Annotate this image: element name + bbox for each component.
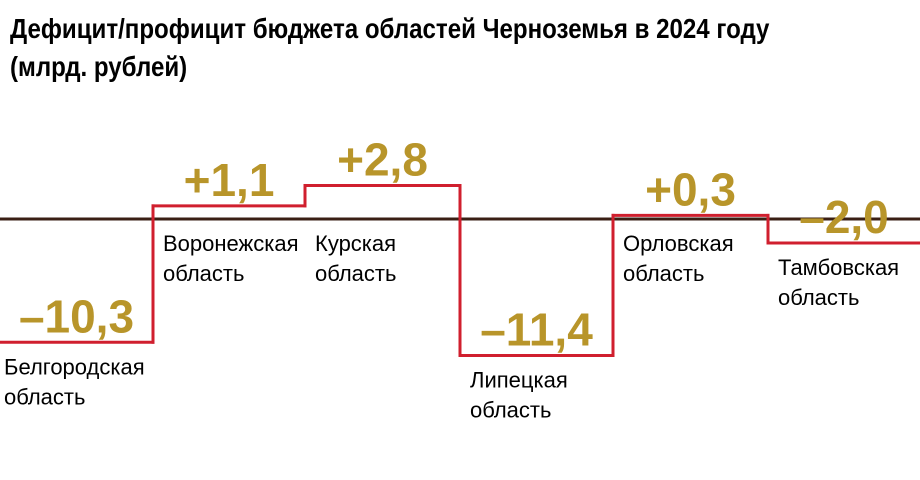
category-label-line: Воронежская [163,231,299,256]
category-label-line: Тамбовская [778,255,899,280]
category-label-line: Курская [315,231,396,256]
category-label-line: область [623,261,704,286]
category-label-line: область [778,285,859,310]
value-label-2: +1,1 [184,154,275,206]
chart-title: Дефицит/профицит бюджета областей Черноз… [10,10,784,86]
value-label-6: –2,0 [799,191,889,243]
category-label-3: Курская область [315,231,396,286]
category-label-6: Тамбовская область [778,255,899,310]
category-label-line: Липецкая [470,367,568,392]
category-label-line: область [315,261,396,286]
category-label-line: Орловская [623,231,734,256]
category-label-line: Белгородская [4,354,145,379]
category-label-5: Орловская область [623,231,734,286]
value-label-1: –10,3 [19,290,134,342]
chart-title-line-2: (млрд. рублей) [10,51,188,82]
value-label-3: +2,8 [337,133,428,185]
category-label-line: область [4,384,85,409]
category-label-line: область [470,397,551,422]
category-label-line: область [163,261,244,286]
category-label-2: Воронежская область [163,231,299,286]
value-label-5: +0,3 [645,163,736,215]
chart-title-line-1: Дефицит/профицит бюджета областей Черноз… [10,13,770,44]
category-label-1: Белгородская область [4,354,145,409]
value-label-4: –11,4 [480,303,593,355]
category-label-4: Липецкая область [470,367,568,422]
